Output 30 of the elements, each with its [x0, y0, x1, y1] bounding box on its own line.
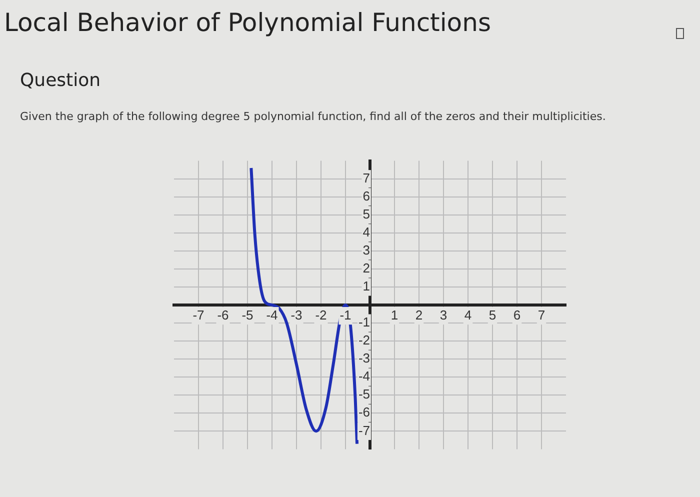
x-tick-label: 4	[464, 307, 472, 322]
y-tick-label: -5	[358, 386, 370, 402]
chart-title: Local Behavior of Polynomial Functions	[4, 8, 491, 37]
x-tick-label: 6	[513, 307, 521, 322]
chart-subtitle: Question	[20, 70, 101, 91]
x-tick-label: -1	[340, 307, 352, 322]
x-tick-label: 1	[390, 307, 398, 322]
y-tick-label: -4	[358, 368, 370, 384]
y-tick-label: -3	[358, 350, 370, 366]
x-tick-label: 7	[538, 307, 546, 322]
y-tick-label: 3	[362, 242, 370, 258]
y-tick-label: -7	[358, 422, 370, 438]
y-tick-label: 2	[362, 260, 370, 276]
x-tick-label: -4	[266, 307, 278, 322]
x-tick-label: -3	[290, 307, 302, 322]
x-tick-label: -5	[242, 307, 254, 322]
y-tick-label: 7	[362, 170, 370, 186]
y-tick-label: -2	[358, 332, 370, 348]
y-tick-label: -6	[358, 404, 370, 420]
y-tick-label: 6	[362, 188, 370, 204]
x-tick-label: -6	[217, 307, 229, 322]
text: Given the graph of the following degree 5 polynomial function, find all of the zeros and their multiplicities.	[20, 110, 606, 123]
x-tick-label: 2	[415, 307, 423, 322]
x-tick-label: 3	[440, 307, 448, 322]
x-tick-label: -7	[192, 307, 204, 322]
y-tick-label: 1	[362, 278, 370, 294]
x-tick-label: 5	[488, 307, 496, 322]
y-tick-label: 5	[362, 206, 370, 222]
y-tick-label: 4	[362, 224, 370, 240]
x-tick-label: -2	[315, 307, 327, 322]
